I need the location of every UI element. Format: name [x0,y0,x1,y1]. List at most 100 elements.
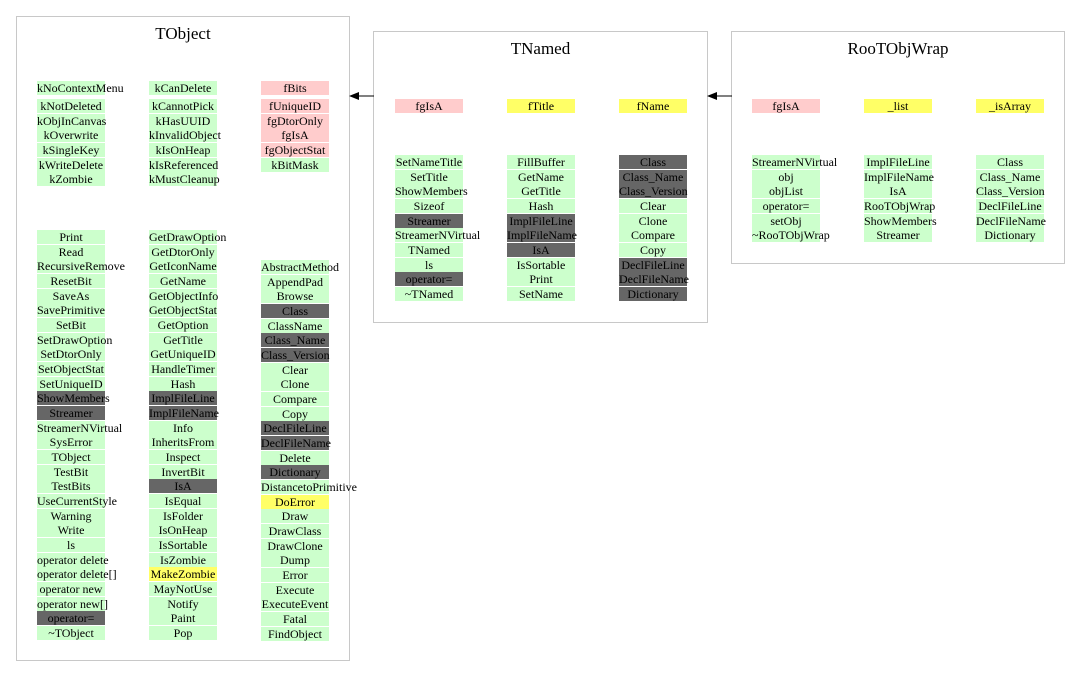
member-name: DeclFileName [619,272,689,287]
member-cell: StreamerNVirtual [752,155,837,169]
member-cell: HandleTimer [149,362,217,377]
member-name: objList [768,184,803,199]
member-cell: IsOnHeap [149,523,217,538]
member-name: kOverwrite [43,128,99,143]
member-name: ExecuteEvent [261,597,329,612]
member-name: Browse [276,289,314,304]
member-cell: Warning [37,508,105,523]
member-name: Copy [639,243,666,258]
member-cell: Copy [619,243,687,258]
member-cell: IsA [864,184,932,199]
member-cell: Clone [619,213,687,228]
member-cell: Compare [619,228,687,243]
class-title: TNamed [510,39,571,58]
member-name: Hash [528,199,554,213]
member-cell: kWriteDelete [37,157,105,172]
member-cell: SetTitle [395,169,463,184]
member-cell: Write [37,523,105,538]
member-name: FillBuffer [517,155,565,169]
member-name: Streamer [49,406,93,421]
member-name: ls [66,538,75,553]
member-cell: Class [261,304,329,318]
member-cell: InheritsFrom [149,435,217,450]
member-cell: StreamerNVirtual [395,228,480,243]
member-name: SetBit [55,318,86,333]
member-name: SetDtorOnly [40,347,102,362]
member-cell: Class_Name [976,169,1044,184]
member-cell: fgObjectStat [261,143,329,157]
member-cell: FindObject [261,626,329,641]
member-cell: ls [395,257,463,272]
member-cell: Class_Name [619,169,687,184]
member-cell: SetObjectStat [37,362,105,377]
member-name: Class [281,304,308,318]
member-name: SavePrimitive [37,303,105,318]
member-name: operator= [762,199,810,213]
member-cell: operator delete[] [37,567,117,582]
member-cell: TNamed [395,243,463,258]
member-cell: GetOption [149,318,217,333]
member-name: TestBits [51,479,91,494]
member-name: UseCurrentStyle [37,494,117,509]
member-name: operator delete[] [37,567,117,582]
member-cell: GetDrawOption [149,230,226,244]
member-name: SetTitle [410,169,448,184]
member-name: FindObject [268,626,322,641]
member-name: GetDrawOption [149,230,227,244]
member-cell: operator new[] [37,596,108,611]
member-cell: GetObjectStat [149,303,217,318]
member-cell: Sizeof [395,199,463,213]
member-cell: IsSortable [149,538,217,553]
member-name: GetObjectStat [149,303,217,318]
member-cell: fBits [261,81,329,95]
member-cell: GetIconName [149,259,217,274]
member-cell: Class [976,155,1044,169]
member-cell: kIsOnHeap [149,143,217,157]
member-cell: TObject [37,450,105,465]
member-name: Class_Version [619,184,688,199]
member-cell: Clone [261,377,329,392]
member-name: ImplFileLine [151,391,215,406]
member-name: _isArray [989,99,1031,113]
member-name: ResetBit [50,274,92,288]
member-cell: operator delete [37,552,109,567]
member-cell: TestBits [37,479,105,494]
member-name: RooTObjWrap [864,199,936,213]
member-cell: fName [619,99,687,113]
member-name: fgObjectStat [264,143,326,157]
member-name: Paint [170,611,196,626]
member-cell: Print [37,230,105,244]
member-name: DoError [275,494,315,509]
inheritance-arrow-rootobjwrap-to-tnamed [707,92,732,100]
member-cell: GetName [507,169,575,184]
member-name: SetDrawOption [37,332,113,347]
member-name: Info [173,420,193,435]
member-cell: Clear [261,362,329,377]
member-name: fBits [283,81,307,95]
member-cell: ShowMembers [864,213,937,228]
member-name: Class_Version [976,184,1045,199]
member-cell: Streamer [864,228,932,243]
member-name: obj [778,169,794,184]
member-name: Sizeof [413,199,445,213]
member-cell: ~TNamed [395,287,463,302]
member-name: Clone [638,213,668,228]
member-cell: Error [261,568,329,583]
member-cell: Execute [261,582,329,597]
member-name: SysError [49,435,93,450]
member-cell: FillBuffer [507,155,575,169]
member-cell: Dictionary [261,465,329,480]
member-cell: Streamer [37,406,105,421]
member-cell: SaveAs [37,288,105,303]
member-name: fUniqueID [269,99,321,113]
member-name: setObj [770,213,802,228]
member-name: IsOnHeap [158,523,208,538]
member-name: Warning [50,508,92,523]
member-name: Class_Version [261,348,330,363]
member-cell: fTitle [507,99,575,113]
member-cell: operator= [37,611,105,626]
member-name: ImplFileName [149,406,219,421]
member-cell: Class_Version [619,184,688,199]
member-cell: DeclFileName [976,213,1046,228]
member-name: Error [282,568,308,583]
